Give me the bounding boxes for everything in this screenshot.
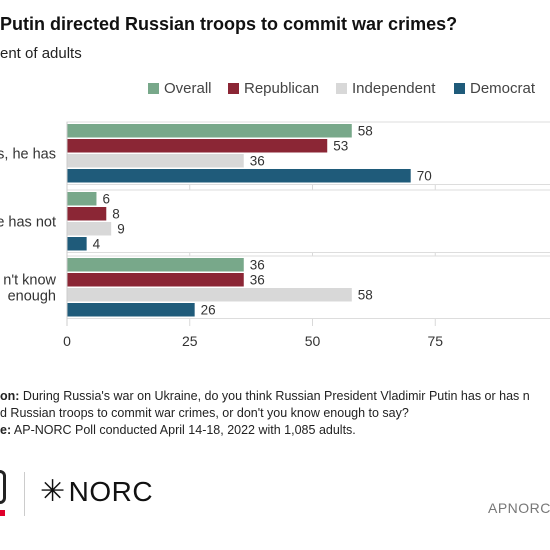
question-note-line2: d Russian troops to commit war crimes, o…: [0, 405, 530, 422]
legend-label-democrat: Democrat: [470, 80, 536, 97]
bar-republican-1: [67, 207, 107, 221]
data-label-democrat-2: 26: [201, 303, 216, 318]
data-label-republican-1: 8: [112, 207, 120, 222]
legend-item-democrat: Democrat: [454, 80, 535, 97]
bar-republican-2: [67, 273, 244, 287]
bar-overall-1: [67, 192, 97, 206]
bar-overall-0: [67, 124, 352, 138]
legend-swatch-independent: [336, 83, 347, 94]
ap-logo-fragment: [0, 470, 6, 504]
legend-item-independent: Independent: [336, 80, 435, 97]
chart-title: Putin directed Russian troops to commit …: [0, 14, 458, 34]
norc-logo-text: NORC: [68, 476, 154, 507]
footer-url: APNORC.c: [488, 500, 550, 516]
norc-star-icon: ✳: [40, 475, 66, 508]
data-label-independent-1: 9: [117, 222, 125, 237]
x-tick-label-3: 75: [427, 333, 443, 349]
category-label-1-0: e has not: [0, 214, 56, 230]
bar-republican-0: [67, 139, 328, 153]
source-note-label: e:: [0, 423, 12, 437]
chart-subtitle: ent of adults: [0, 45, 82, 62]
ap-logo-red-mark: [0, 510, 5, 516]
data-label-democrat-0: 70: [417, 169, 432, 184]
question-note-label: on:: [0, 389, 20, 403]
data-label-democrat-1: 4: [93, 237, 101, 252]
legend-label-republican: Republican: [244, 80, 320, 97]
bar-independent-2: [67, 288, 352, 302]
question-note-line1: on: During Russia's war on Ukraine, do y…: [0, 388, 530, 405]
norc-logo: ✳ NORC: [40, 476, 153, 508]
data-label-independent-2: 58: [358, 288, 373, 303]
legend-swatch-republican: [228, 83, 239, 94]
chart-notes: on: During Russia's war on Ukraine, do y…: [0, 388, 530, 439]
legend-item-republican: Republican: [228, 80, 319, 97]
data-label-overall-0: 58: [358, 124, 373, 139]
legend-label-independent: Independent: [352, 80, 436, 97]
bar-independent-1: [67, 222, 112, 236]
data-label-republican-2: 36: [250, 273, 265, 288]
legend-item-overall: Overall: [148, 80, 212, 97]
source-note: e: AP-NORC Poll conducted April 14-18, 2…: [0, 422, 530, 439]
category-label-2-1: enough: [8, 288, 56, 304]
question-note-text-1: During Russia's war on Ukraine, do you t…: [19, 389, 530, 403]
legend-label-overall: Overall: [164, 80, 212, 97]
logo-divider: [24, 472, 25, 516]
category-label-2-0: n't know: [3, 272, 56, 288]
data-label-overall-1: 6: [102, 192, 110, 207]
source-note-text: AP-NORC Poll conducted April 14-18, 2022…: [11, 423, 356, 437]
data-label-independent-0: 36: [250, 154, 265, 169]
bar-democrat-0: [67, 169, 411, 183]
category-label-0-0: s, he has: [0, 146, 56, 162]
bar-overall-2: [67, 258, 244, 272]
bar-democrat-1: [67, 237, 87, 251]
x-tick-label-2: 50: [305, 333, 321, 349]
data-label-overall-2: 36: [250, 258, 265, 273]
bar-independent-0: [67, 154, 244, 168]
data-label-republican-0: 53: [333, 139, 348, 154]
question-note-text-2: d Russian troops to commit war crimes, o…: [0, 406, 409, 420]
legend-swatch-democrat: [454, 83, 465, 94]
bar-democrat-2: [67, 303, 195, 317]
legend-swatch-overall: [148, 83, 159, 94]
x-tick-label-0: 0: [63, 333, 71, 349]
category-frame-1: [66, 189, 550, 253]
x-tick-label-1: 25: [182, 333, 198, 349]
legend: Overall Republican Independent Democrat: [148, 80, 550, 100]
